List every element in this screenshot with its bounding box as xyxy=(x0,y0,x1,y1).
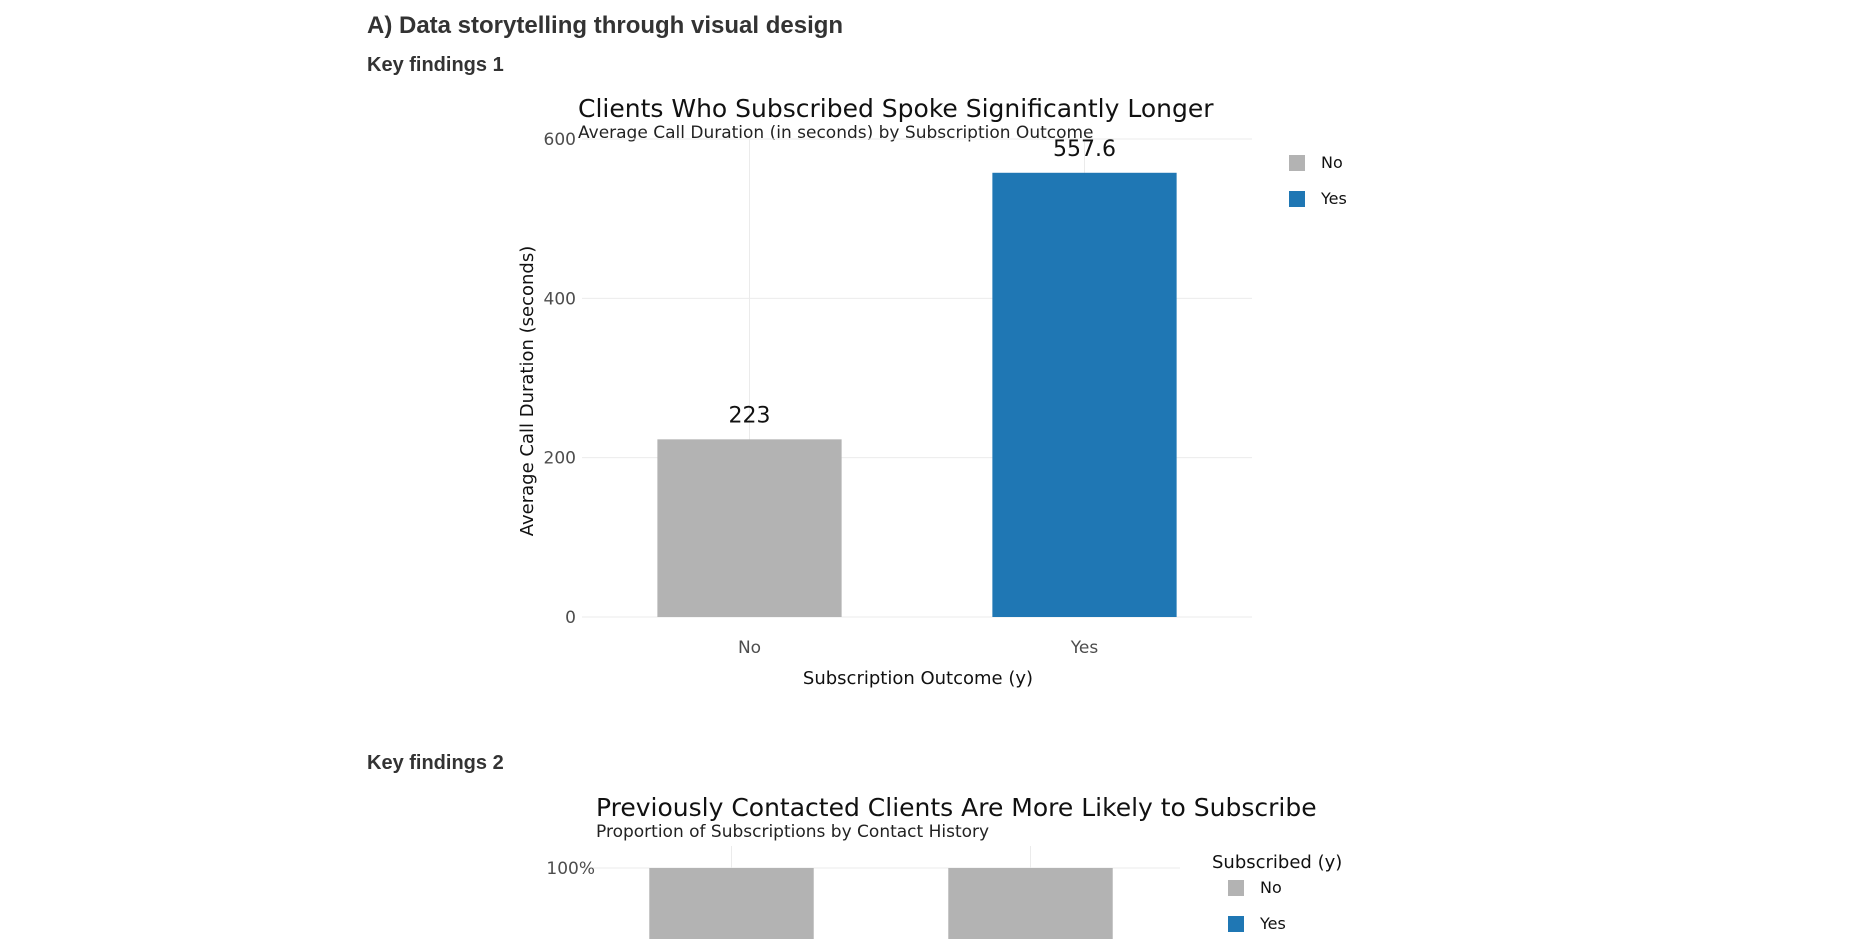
chart1-ytick-600: 600 xyxy=(544,130,576,150)
chart1-legend-key-yes xyxy=(1289,191,1305,207)
chart2-legend: No Yes xyxy=(1228,878,1286,933)
chart2-bars xyxy=(649,868,1113,939)
chart2-bar-no-0 xyxy=(649,868,814,939)
chart1-ytick-200: 200 xyxy=(544,449,576,469)
chart1-xtick-no: No xyxy=(738,638,761,658)
chart1-legend-label-yes: Yes xyxy=(1320,189,1347,208)
chart2-legend-label-yes: Yes xyxy=(1259,914,1286,933)
chart2-legend-key-no xyxy=(1228,880,1244,896)
chart1-data-label-no: 223 xyxy=(729,403,771,428)
chart2-title: Previously Contacted Clients Are More Li… xyxy=(596,793,1317,822)
chart2-subtitle: Proportion of Subscriptions by Contact H… xyxy=(596,822,989,842)
chart1-bar-yes xyxy=(992,172,1177,617)
chart1-ytick-400: 400 xyxy=(544,289,576,309)
chart1-x-ticks: No Yes xyxy=(738,638,1098,658)
chart1-subtitle: Average Call Duration (in seconds) by Su… xyxy=(578,123,1094,143)
chart2-ytick-100: 100% xyxy=(546,859,595,879)
chart1-xtick-yes: Yes xyxy=(1070,638,1099,658)
chart1-data-label-yes: 557.6 xyxy=(1053,137,1116,162)
chart1-data-labels: 223 557.6 xyxy=(729,137,1116,429)
chart1-y-axis-label: Average Call Duration (seconds) xyxy=(517,246,538,536)
key-findings-1-label: Key findings 1 xyxy=(367,54,504,76)
chart1-y-ticks: 0 200 400 600 xyxy=(544,130,576,628)
chart1-bars xyxy=(657,172,1177,617)
chart2-legend-key-yes xyxy=(1228,916,1244,932)
chart1-legend-label-no: No xyxy=(1321,153,1343,172)
chart2-legend-label-no: No xyxy=(1260,878,1282,897)
chart1-legend-key-no xyxy=(1289,155,1305,171)
chart2-legend-title: Subscribed (y) xyxy=(1212,852,1342,873)
chart2-bar-no-1 xyxy=(948,868,1113,939)
chart1-x-axis-label: Subscription Outcome (y) xyxy=(803,668,1033,689)
chart-call-duration: Clients Who Subscribed Spoke Significant… xyxy=(517,94,1347,689)
chart-contact-history: Previously Contacted Clients Are More Li… xyxy=(546,793,1342,939)
chart2-y-ticks: 100% xyxy=(546,859,595,879)
chart1-legend: No Yes xyxy=(1289,153,1347,208)
key-findings-2-label: Key findings 2 xyxy=(367,752,504,774)
chart1-ytick-0: 0 xyxy=(565,608,576,628)
chart1-bar-no xyxy=(657,439,842,617)
page-heading: A) Data storytelling through visual desi… xyxy=(367,12,844,39)
chart1-title: Clients Who Subscribed Spoke Significant… xyxy=(578,94,1214,123)
